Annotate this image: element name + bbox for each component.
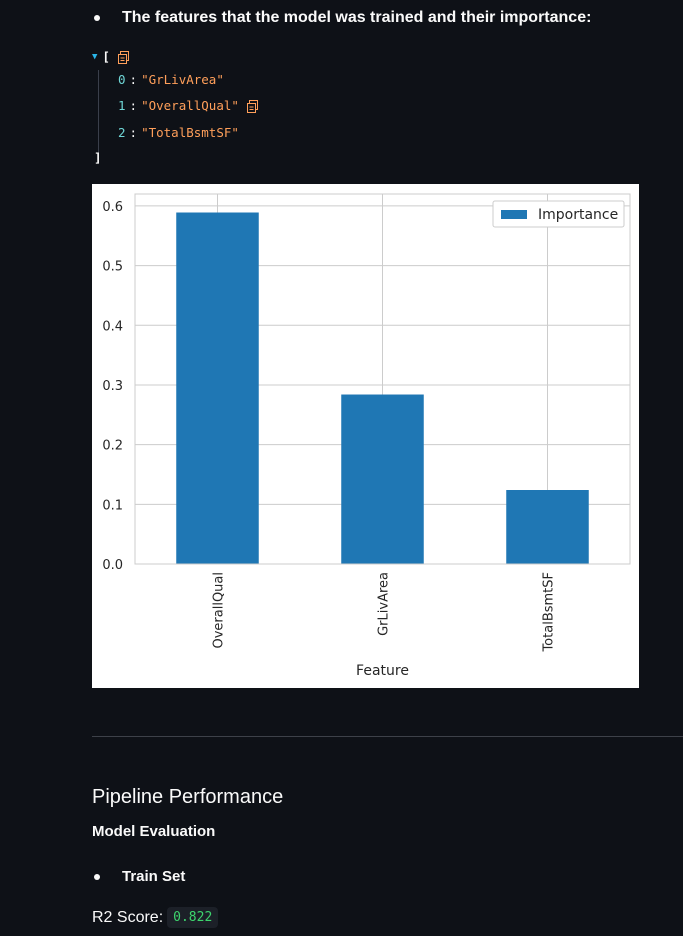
json-item: 0: "GrLivArea" bbox=[118, 67, 224, 93]
train-set-bullet: Train Set bbox=[92, 868, 185, 885]
y-tick-label: 0.2 bbox=[102, 439, 123, 454]
x-tick-label: TotalBsmtSF bbox=[542, 572, 557, 653]
json-item-index: 2 bbox=[118, 125, 126, 140]
json-item-index: 0 bbox=[118, 72, 126, 87]
json-close-bracket: ] bbox=[94, 150, 102, 165]
x-axis-label: Feature bbox=[356, 663, 409, 679]
y-tick-label: 0.0 bbox=[102, 558, 123, 573]
json-item-index: 1 bbox=[118, 98, 126, 113]
features-bullet-text: The features that the model was trained … bbox=[122, 9, 592, 26]
r2-score-label: R2 Score: bbox=[92, 908, 164, 926]
y-tick-label: 0.4 bbox=[102, 319, 123, 334]
legend-label: Importance bbox=[538, 207, 618, 223]
r2-score-row: R2 Score: 0.822 bbox=[92, 907, 219, 928]
bar-grlivarea bbox=[341, 394, 424, 564]
y-tick-label: 0.3 bbox=[102, 379, 123, 394]
features-bullet: The features that the model was trained … bbox=[92, 9, 591, 27]
json-indent-guide bbox=[98, 70, 99, 162]
collapse-caret-icon[interactable]: ▼ bbox=[92, 52, 98, 62]
json-item: 1: "OverallQual" bbox=[118, 93, 258, 119]
json-open-bracket: [ bbox=[102, 49, 110, 64]
subsection-title: Model Evaluation bbox=[92, 823, 216, 840]
importance-chart: 0.0 0.1 0.2 0.3 0.4 0.5 0.6 OverallQual GrLivAr… bbox=[92, 184, 639, 688]
copy-icon[interactable] bbox=[246, 99, 258, 113]
json-item-value: "OverallQual" bbox=[141, 98, 239, 113]
y-tick-label: 0.5 bbox=[102, 260, 123, 275]
bar-overallqual bbox=[176, 212, 259, 564]
x-tick-label: GrLivArea bbox=[377, 572, 392, 636]
y-tick-label: 0.1 bbox=[102, 498, 123, 513]
bar-totalbsmtsf bbox=[506, 490, 589, 564]
x-tick-label: OverallQual bbox=[212, 572, 227, 649]
json-item-value: "TotalBsmtSF" bbox=[141, 125, 239, 140]
chart-legend: Importance bbox=[492, 200, 625, 228]
bullet-dot bbox=[94, 15, 100, 21]
section-divider bbox=[92, 736, 683, 737]
json-item-value: "GrLivArea" bbox=[141, 72, 224, 87]
y-tick-label: 0.6 bbox=[102, 200, 123, 215]
json-root-row: ▼ [ bbox=[92, 44, 129, 70]
section-title: Pipeline Performance bbox=[92, 786, 284, 808]
train-set-label: Train Set bbox=[122, 868, 186, 885]
legend-swatch bbox=[501, 210, 527, 219]
r2-score-value: 0.822 bbox=[167, 907, 219, 928]
importance-chart-svg: 0.0 0.1 0.2 0.3 0.4 0.5 0.6 OverallQual GrLivAr… bbox=[102, 193, 631, 679]
json-item: 2: "TotalBsmtSF" bbox=[118, 120, 239, 146]
copy-icon[interactable] bbox=[117, 50, 129, 64]
json-close-row: ] bbox=[94, 145, 102, 171]
bullet-dot bbox=[94, 873, 100, 880]
